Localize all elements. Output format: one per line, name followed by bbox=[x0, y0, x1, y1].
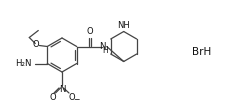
Text: NH: NH bbox=[117, 21, 130, 30]
Text: N: N bbox=[59, 85, 65, 94]
Text: O: O bbox=[50, 92, 56, 102]
Text: N: N bbox=[100, 42, 106, 51]
Text: H: H bbox=[102, 46, 108, 55]
Text: O: O bbox=[33, 40, 40, 49]
Text: O: O bbox=[86, 27, 93, 36]
Text: BrH: BrH bbox=[192, 47, 211, 57]
Text: −: − bbox=[73, 96, 79, 105]
Text: O: O bbox=[68, 92, 75, 102]
Text: H₂N: H₂N bbox=[15, 59, 31, 68]
